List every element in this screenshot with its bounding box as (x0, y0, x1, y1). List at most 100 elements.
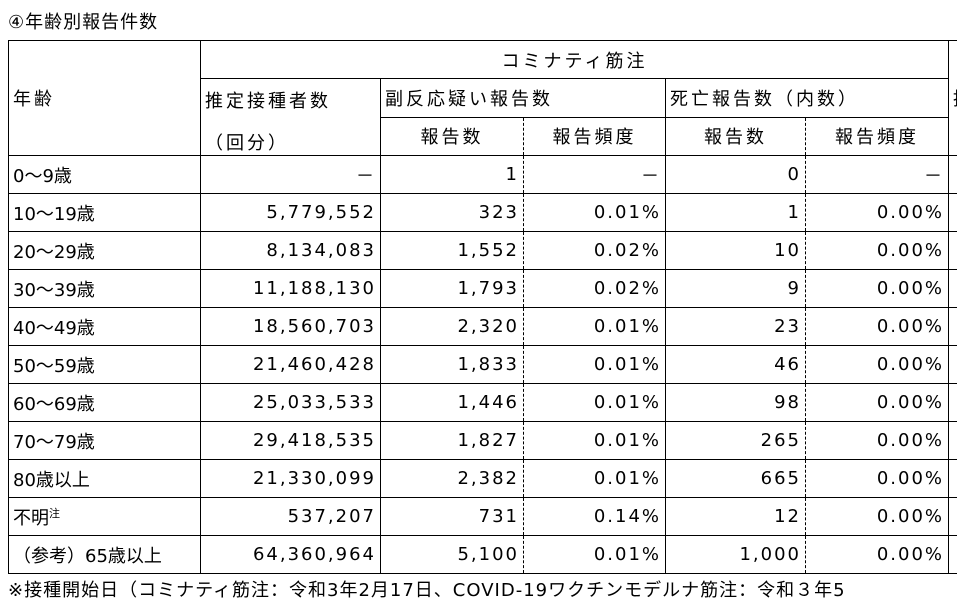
header-text: 推 (953, 89, 957, 110)
value-cell: 0.01% (524, 308, 666, 346)
value-cell: 0.01% (524, 460, 666, 498)
age-cell: 60～69歳 (9, 384, 201, 422)
header-cell: 副反応疑い報告数 (381, 79, 666, 118)
title: ④年齢別報告件数 (8, 8, 158, 34)
value-cell: 0.01% (524, 422, 666, 460)
value-cell: 25,033,533 (201, 384, 381, 422)
value-cell: 537,207 (201, 498, 381, 536)
header-cell: 推定接種者数 （回分） (201, 79, 381, 156)
age-label: 30～39歳 (13, 280, 95, 301)
age-label: 80歳以上 (13, 470, 90, 491)
value-cell: 1,833 (381, 346, 524, 384)
header-cell: 推 (949, 41, 957, 156)
cut-cell (949, 422, 957, 460)
value-cell: 0.00% (806, 346, 949, 384)
age-cell: （参考）65歳以上 (9, 536, 201, 574)
age-cell: 0～9歳 (9, 156, 201, 194)
age-label: 50～59歳 (13, 356, 95, 377)
cut-cell (949, 460, 957, 498)
header-cell: 報告数 (381, 117, 524, 156)
cut-cell (949, 536, 957, 574)
value-cell: 5,100 (381, 536, 524, 574)
value-cell: 0.01% (524, 194, 666, 232)
cut-cell (949, 270, 957, 308)
header-cell: 報告頻度 (524, 117, 666, 156)
cut-cell (949, 346, 957, 384)
age-cell: 70～79歳 (9, 422, 201, 460)
value-cell: 1,827 (381, 422, 524, 460)
age-label: （参考）65歳以上 (13, 546, 162, 567)
age-label: 不明 (13, 508, 49, 529)
age-cell: 30～39歳 (9, 270, 201, 308)
value-cell: － (201, 156, 381, 194)
cut-cell (949, 194, 957, 232)
value-cell: 1 (666, 194, 806, 232)
age-cell: 80歳以上 (9, 460, 201, 498)
header-text: （回分） (205, 129, 376, 155)
age-label: 0～9歳 (13, 166, 72, 187)
age-label: 10～19歳 (13, 204, 95, 225)
value-cell: 8,134,083 (201, 232, 381, 270)
value-cell: 0.00% (806, 232, 949, 270)
value-cell: 665 (666, 460, 806, 498)
value-cell: 2,320 (381, 308, 524, 346)
header-cell: 死亡報告数（内数） (666, 79, 949, 118)
value-cell: 0.00% (806, 460, 949, 498)
value-cell: 0.00% (806, 422, 949, 460)
value-cell: 46 (666, 346, 806, 384)
table-body: 年齢 コミナティ筋注 推 推定接種者数 （回分） 副反応疑い報告数 死亡報告数（内… (9, 41, 957, 574)
value-cell: 64,360,964 (201, 536, 381, 574)
value-cell: 0 (666, 156, 806, 194)
age-label: 40～49歳 (13, 318, 95, 339)
value-cell: 5,779,552 (201, 194, 381, 232)
header-cell: 報告頻度 (806, 117, 949, 156)
value-cell: － (524, 156, 666, 194)
age-label: 20～29歳 (13, 242, 95, 263)
value-cell: 0.01% (524, 384, 666, 422)
data-row: 0～9歳－1－0－ (9, 156, 957, 194)
value-cell: 9 (666, 270, 806, 308)
value-cell: 1,446 (381, 384, 524, 422)
header-cell: 報告数 (666, 117, 806, 156)
value-cell: 0.00% (806, 308, 949, 346)
value-cell: 1,552 (381, 232, 524, 270)
value-cell: 10 (666, 232, 806, 270)
value-cell: 21,330,099 (201, 460, 381, 498)
value-cell: 323 (381, 194, 524, 232)
value-cell: 0.02% (524, 232, 666, 270)
table: 年齢 コミナティ筋注 推 推定接種者数 （回分） 副反応疑い報告数 死亡報告数（内… (8, 40, 957, 574)
value-cell: 11,188,130 (201, 270, 381, 308)
value-cell: 0.14% (524, 498, 666, 536)
footnote: ※接種開始日（コミナティ筋注：令和3年2月17日、COVID-19ワクチンモデル… (8, 576, 846, 602)
value-cell: 23 (666, 308, 806, 346)
value-cell: 0.02% (524, 270, 666, 308)
cut-cell (949, 308, 957, 346)
value-cell: 0.00% (806, 384, 949, 422)
value-cell: 731 (381, 498, 524, 536)
age-cell: 40～49歳 (9, 308, 201, 346)
age-cell: 不明注 (9, 498, 201, 536)
header-text: 推定接種者数 (205, 87, 376, 113)
value-cell: 12 (666, 498, 806, 536)
value-cell: 0.00% (806, 536, 949, 574)
header-cell: 年齢 (9, 41, 201, 156)
value-cell: 1,000 (666, 536, 806, 574)
value-cell: 0.00% (806, 270, 949, 308)
value-cell: 0.01% (524, 536, 666, 574)
age-label: 60～69歳 (13, 394, 95, 415)
header-row: 年齢 コミナティ筋注 推 (9, 41, 957, 79)
cut-cell (949, 498, 957, 536)
value-cell: － (806, 156, 949, 194)
value-cell: 29,418,535 (201, 422, 381, 460)
